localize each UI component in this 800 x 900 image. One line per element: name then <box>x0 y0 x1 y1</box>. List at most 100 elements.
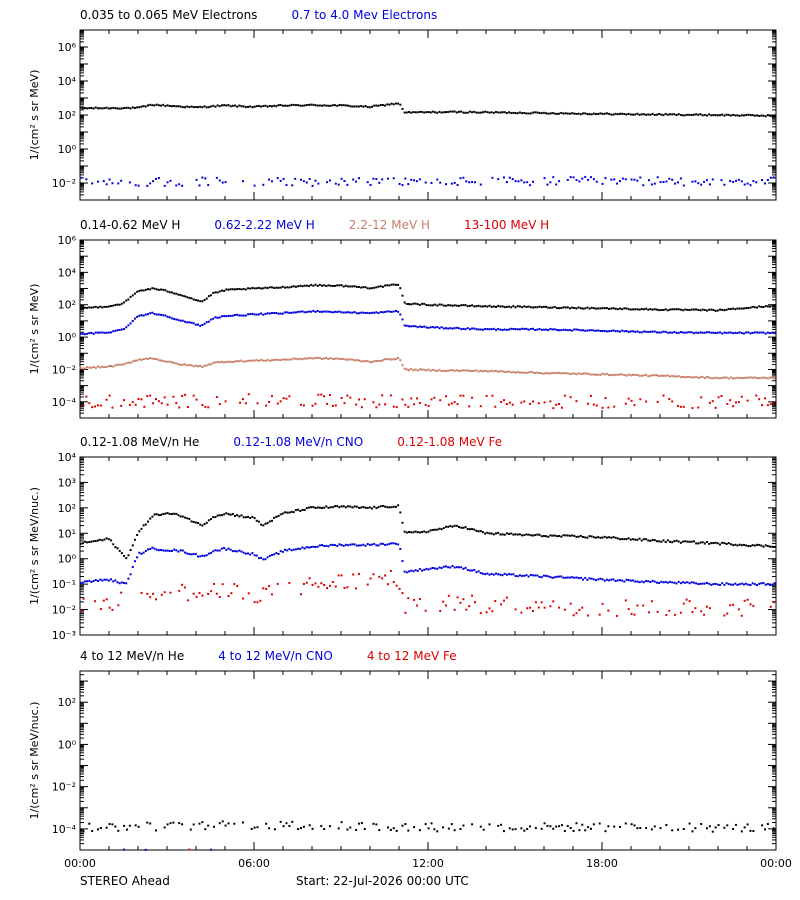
data-point <box>734 377 737 380</box>
data-point <box>404 611 407 614</box>
data-point <box>758 331 761 334</box>
data-point <box>762 331 765 334</box>
data-point <box>151 357 154 360</box>
data-point <box>725 542 728 545</box>
data-point <box>164 105 167 108</box>
data-point <box>534 111 537 114</box>
data-point <box>751 582 754 585</box>
data-point <box>168 512 171 515</box>
data-point <box>303 284 306 287</box>
data-point <box>360 822 363 825</box>
data-point <box>325 356 328 359</box>
data-point <box>690 113 693 116</box>
data-point <box>123 554 126 557</box>
data-point <box>508 111 511 114</box>
data-point <box>83 540 86 543</box>
data-point <box>614 373 617 376</box>
data-point <box>302 582 305 585</box>
data-point <box>605 578 608 581</box>
data-point <box>277 358 280 361</box>
data-point <box>146 821 149 824</box>
data-point <box>292 311 295 314</box>
data-point <box>586 306 589 309</box>
data-point <box>645 827 648 830</box>
data-point <box>111 823 114 826</box>
data-point <box>326 402 329 405</box>
data-point <box>451 304 454 307</box>
data-point <box>79 307 82 310</box>
data-point <box>397 543 400 546</box>
data-point <box>164 512 167 515</box>
data-point <box>268 520 271 523</box>
data-point <box>273 104 276 107</box>
data-point <box>288 395 291 398</box>
data-point <box>375 507 378 510</box>
data-point <box>302 404 305 407</box>
data-point <box>179 294 182 297</box>
data-point <box>714 376 717 379</box>
data-point <box>699 309 702 312</box>
data-point <box>334 404 337 407</box>
data-point <box>673 113 676 116</box>
data-point <box>144 105 147 108</box>
data-point <box>444 604 447 607</box>
data-point <box>697 542 700 545</box>
data-point <box>737 401 740 404</box>
data-point <box>531 111 534 114</box>
data-point <box>94 405 97 408</box>
data-point <box>499 370 502 373</box>
data-point <box>525 305 528 308</box>
data-point <box>534 601 537 604</box>
data-point <box>212 291 215 294</box>
data-point <box>584 307 587 310</box>
data-point <box>668 177 671 180</box>
data-point <box>264 558 267 561</box>
data-point <box>110 578 113 581</box>
data-point <box>212 516 215 519</box>
data-point <box>542 328 545 331</box>
data-point <box>595 404 598 407</box>
data-point <box>318 544 321 547</box>
data-point <box>344 358 347 361</box>
data-point <box>112 304 115 307</box>
data-point <box>207 363 210 366</box>
data-point <box>397 102 400 105</box>
data-point <box>355 587 358 590</box>
data-point <box>105 183 108 186</box>
data-point <box>223 315 226 318</box>
data-point <box>375 544 378 547</box>
data-point <box>408 570 411 573</box>
data-point <box>390 542 393 545</box>
data-point <box>388 103 391 106</box>
data-point <box>152 180 155 183</box>
data-point <box>188 848 191 851</box>
data-point <box>264 286 267 289</box>
data-point <box>601 329 604 332</box>
data-point <box>170 513 173 516</box>
data-point <box>694 180 697 183</box>
data-point <box>273 828 276 831</box>
data-point <box>516 575 519 578</box>
data-point <box>166 360 169 363</box>
data-point <box>388 542 391 545</box>
data-point <box>684 308 687 311</box>
data-point <box>134 403 137 406</box>
data-point <box>740 332 743 335</box>
data-point <box>520 827 523 830</box>
data-point <box>253 313 256 316</box>
data-point <box>459 827 462 830</box>
data-point <box>412 369 415 372</box>
data-point <box>572 614 575 617</box>
data-point <box>207 184 210 187</box>
data-point <box>490 305 493 308</box>
data-point <box>697 376 700 379</box>
data-point <box>738 543 741 546</box>
data-point <box>88 822 91 825</box>
data-point <box>679 611 682 614</box>
data-point <box>546 183 549 186</box>
data-point <box>279 513 282 516</box>
data-point <box>125 828 128 831</box>
data-point <box>210 318 213 321</box>
data-point <box>105 578 108 581</box>
data-point <box>666 539 669 542</box>
